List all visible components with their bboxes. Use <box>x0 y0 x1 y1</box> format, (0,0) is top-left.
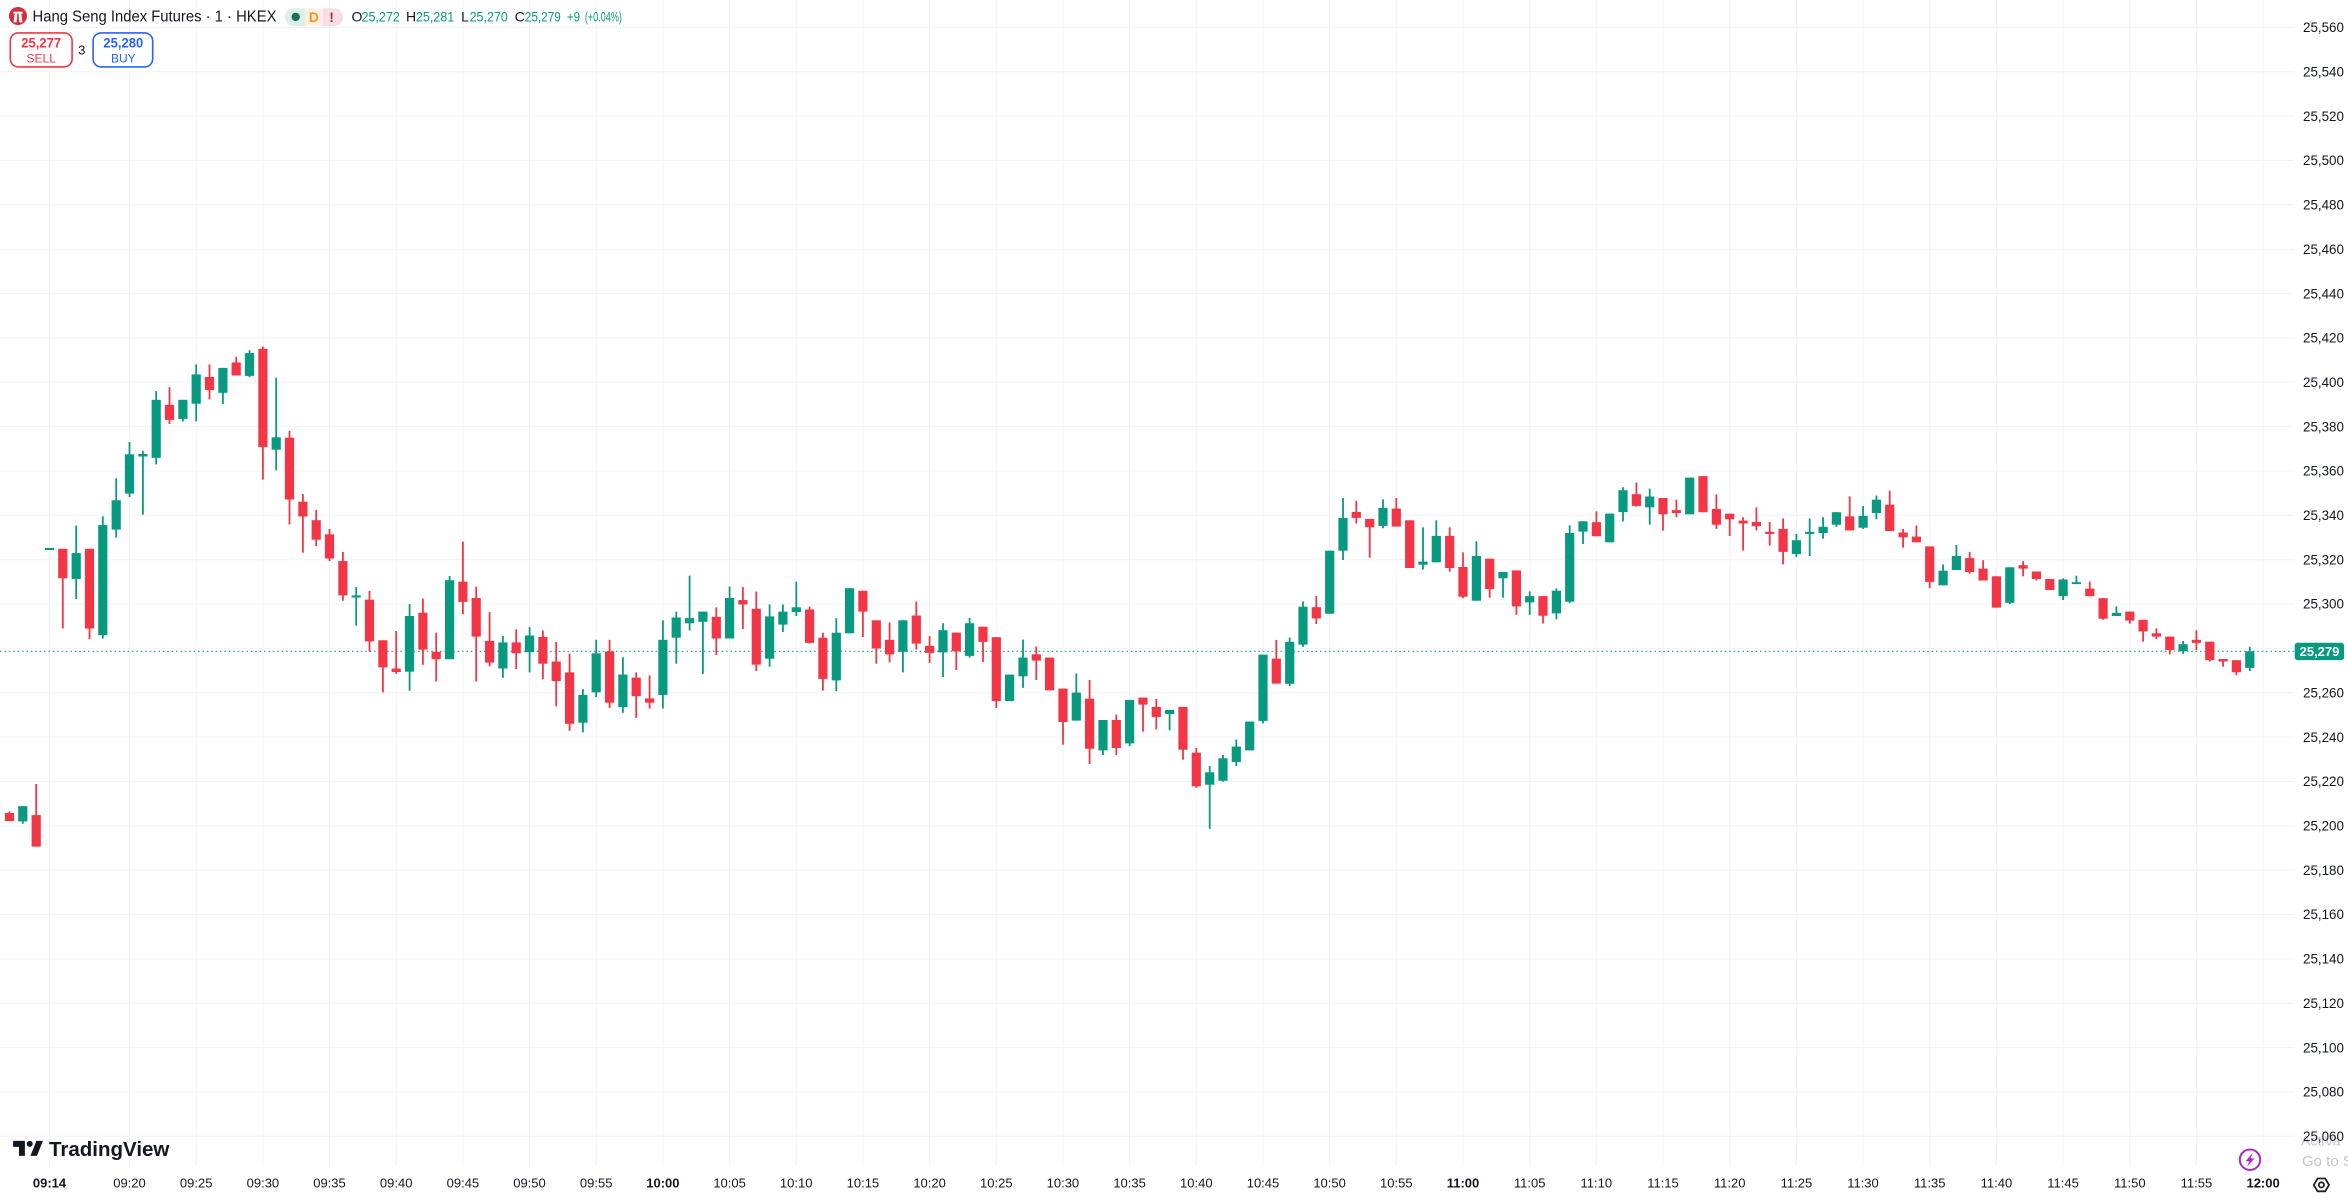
svg-text:10:30: 10:30 <box>1047 1176 1080 1191</box>
svg-text:11:35: 11:35 <box>1914 1176 1946 1191</box>
svg-text:10:15: 10:15 <box>847 1176 880 1191</box>
svg-text:25,220: 25,220 <box>2303 774 2344 789</box>
svg-text:11:50: 11:50 <box>2114 1176 2146 1191</box>
svg-text:25,272: 25,272 <box>362 9 400 25</box>
svg-text:10:25: 10:25 <box>980 1176 1013 1191</box>
svg-text:25,060: 25,060 <box>2303 1129 2344 1144</box>
svg-text:25,420: 25,420 <box>2303 331 2344 346</box>
svg-text:10:00: 10:00 <box>646 1176 679 1191</box>
svg-text:25,380: 25,380 <box>2303 419 2344 434</box>
svg-text:BUY: BUY <box>111 51 136 65</box>
svg-text:10:10: 10:10 <box>780 1176 813 1191</box>
svg-text:10:50: 10:50 <box>1313 1176 1346 1191</box>
svg-text:L: L <box>461 9 469 25</box>
svg-text:11:10: 11:10 <box>1581 1176 1613 1191</box>
svg-text:25,160: 25,160 <box>2303 907 2344 922</box>
svg-text:25,100: 25,100 <box>2303 1040 2344 1055</box>
svg-text:O: O <box>352 9 363 25</box>
svg-text:25,400: 25,400 <box>2303 375 2344 390</box>
svg-text:Go to S: Go to S <box>2302 1153 2348 1170</box>
svg-text:!: ! <box>329 9 334 25</box>
svg-text:25,280: 25,280 <box>103 35 143 51</box>
svg-text:25,080: 25,080 <box>2303 1085 2344 1100</box>
svg-text:11:00: 11:00 <box>1447 1176 1480 1191</box>
svg-text:25,340: 25,340 <box>2303 508 2344 523</box>
svg-text:25,200: 25,200 <box>2303 819 2344 834</box>
svg-text:09:25: 09:25 <box>180 1176 213 1191</box>
svg-text:ActiVa: ActiVa <box>2301 1133 2341 1149</box>
svg-text:11:25: 11:25 <box>1781 1176 1813 1191</box>
svg-text:+9: +9 <box>567 9 580 25</box>
svg-text:11:15: 11:15 <box>1647 1176 1679 1191</box>
svg-text:11:55: 11:55 <box>2181 1176 2213 1191</box>
svg-text:25,540: 25,540 <box>2303 65 2344 80</box>
svg-text:10:55: 10:55 <box>1380 1176 1413 1191</box>
svg-text:11:45: 11:45 <box>2047 1176 2079 1191</box>
svg-text:09:14: 09:14 <box>33 1176 67 1191</box>
svg-text:TradingView: TradingView <box>49 1138 169 1161</box>
svg-text:25,460: 25,460 <box>2303 242 2344 257</box>
svg-text:09:55: 09:55 <box>580 1176 613 1191</box>
svg-text:25,120: 25,120 <box>2303 996 2344 1011</box>
svg-text:10:35: 10:35 <box>1113 1176 1146 1191</box>
svg-text:25,300: 25,300 <box>2303 597 2344 612</box>
svg-text:25,140: 25,140 <box>2303 952 2344 967</box>
svg-text:D: D <box>309 9 319 25</box>
svg-text:25,260: 25,260 <box>2303 686 2344 701</box>
svg-text:25,480: 25,480 <box>2303 198 2344 213</box>
svg-text:10:05: 10:05 <box>713 1176 746 1191</box>
svg-text:09:45: 09:45 <box>447 1176 480 1191</box>
svg-text:11:05: 11:05 <box>1514 1176 1546 1191</box>
svg-text:10:20: 10:20 <box>913 1176 946 1191</box>
svg-text:C: C <box>515 9 525 25</box>
svg-text:11:40: 11:40 <box>1981 1176 2013 1191</box>
svg-text:09:20: 09:20 <box>113 1176 146 1191</box>
svg-text:25,180: 25,180 <box>2303 863 2344 878</box>
svg-text:09:30: 09:30 <box>247 1176 280 1191</box>
svg-text:10:40: 10:40 <box>1180 1176 1213 1191</box>
svg-text:11:20: 11:20 <box>1714 1176 1746 1191</box>
svg-text:SELL: SELL <box>27 51 57 65</box>
svg-text:25,277: 25,277 <box>21 35 61 51</box>
svg-text:25,500: 25,500 <box>2303 153 2344 168</box>
svg-text:12:00: 12:00 <box>2246 1176 2279 1191</box>
svg-text:3: 3 <box>78 43 85 58</box>
svg-text:(+0.04%): (+0.04%) <box>585 9 622 25</box>
svg-text:25,520: 25,520 <box>2303 109 2344 124</box>
svg-text:Hang Seng Index Futures · 1 ·: Hang Seng Index Futures · 1 · HKEX <box>33 9 278 26</box>
svg-text:H: H <box>406 9 416 25</box>
svg-text:09:35: 09:35 <box>313 1176 346 1191</box>
svg-text:25,440: 25,440 <box>2303 286 2344 301</box>
svg-text:11:30: 11:30 <box>1847 1176 1879 1191</box>
svg-text:25,270: 25,270 <box>470 9 508 25</box>
svg-text:25,279: 25,279 <box>2300 644 2340 659</box>
svg-text:25,560: 25,560 <box>2303 20 2344 35</box>
svg-text:09:50: 09:50 <box>513 1176 546 1191</box>
svg-text:10:45: 10:45 <box>1247 1176 1280 1191</box>
svg-text:25,240: 25,240 <box>2303 730 2344 745</box>
svg-text:25,279: 25,279 <box>525 9 561 25</box>
svg-text:25,320: 25,320 <box>2303 552 2344 567</box>
svg-text:25,281: 25,281 <box>416 9 454 25</box>
svg-text:25,360: 25,360 <box>2303 464 2344 479</box>
svg-text:09:40: 09:40 <box>380 1176 413 1191</box>
